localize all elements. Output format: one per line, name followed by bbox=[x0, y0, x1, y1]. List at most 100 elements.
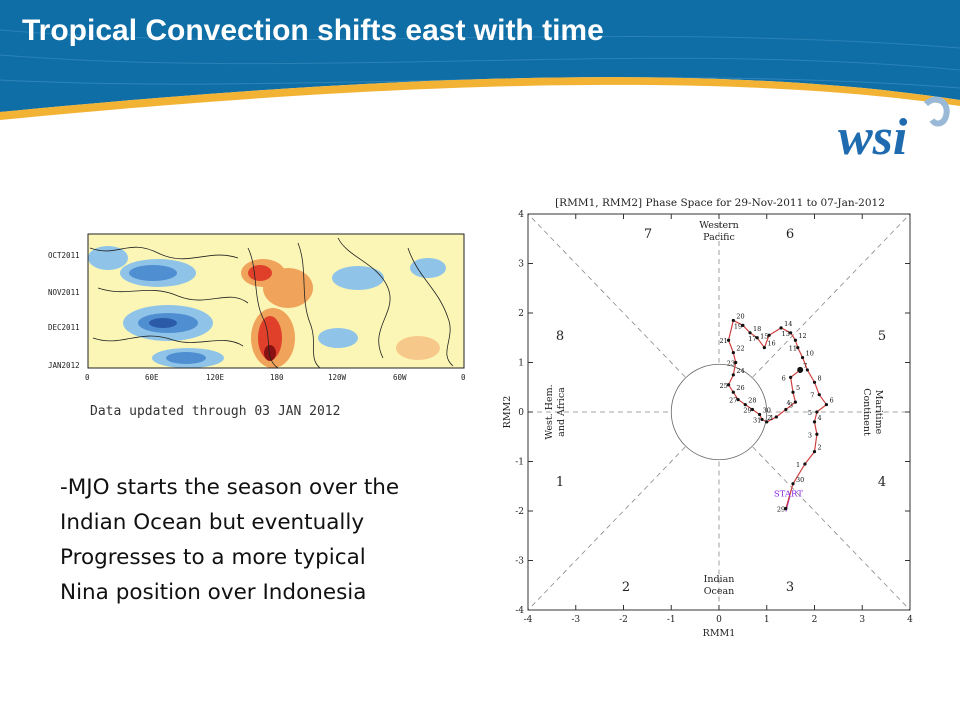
data-point-label: 11 bbox=[789, 345, 797, 353]
end-point bbox=[797, 366, 804, 373]
phase-label: 4 bbox=[878, 475, 886, 490]
data-point bbox=[765, 420, 769, 424]
data-point bbox=[726, 338, 731, 342]
data-point bbox=[757, 412, 762, 417]
header-banner bbox=[0, 0, 960, 120]
guide-line bbox=[527, 446, 686, 611]
data-point bbox=[731, 390, 735, 394]
hov-xlabel: 120E bbox=[206, 373, 225, 382]
data-point-label: 27 bbox=[729, 397, 737, 405]
data-point bbox=[815, 432, 819, 436]
y-tick-label: 1 bbox=[518, 359, 524, 369]
y-tick-label: -1 bbox=[515, 458, 524, 468]
hovmoller-caption: Data updated through 03 JAN 2012 bbox=[90, 404, 341, 419]
data-point-label: 16 bbox=[767, 340, 775, 348]
y-axis-label: RMM2 bbox=[502, 396, 513, 429]
data-point-label: 7 bbox=[803, 362, 807, 370]
logo-text: wsi bbox=[838, 109, 908, 164]
region-label-bottom: Indian bbox=[704, 574, 735, 585]
y-tick-label: 0 bbox=[518, 408, 524, 418]
data-point bbox=[731, 373, 735, 377]
data-point bbox=[793, 338, 797, 342]
x-tick-label: -1 bbox=[667, 615, 676, 625]
data-point bbox=[741, 323, 745, 327]
data-point bbox=[812, 380, 817, 384]
data-point bbox=[731, 318, 735, 323]
rmm-phase-chart: [RMM1, RMM2] Phase Space for 29-Nov-2011… bbox=[502, 197, 913, 639]
data-point-label: 24 bbox=[736, 367, 744, 375]
data-point bbox=[784, 506, 788, 511]
data-point bbox=[760, 417, 764, 422]
region-label-top: Pacific bbox=[703, 232, 735, 243]
data-point-label: 8 bbox=[818, 374, 822, 382]
x-tick-label: 2 bbox=[812, 615, 818, 625]
phase-label: 5 bbox=[878, 329, 886, 344]
data-point bbox=[815, 410, 819, 414]
data-point-label: 13 bbox=[782, 330, 790, 338]
data-point-label: 28 bbox=[748, 397, 756, 405]
hov-ylabel: JAN2012 bbox=[48, 361, 80, 370]
phase-label: 1 bbox=[556, 475, 564, 490]
data-point-label: 21 bbox=[720, 337, 728, 345]
data-point-label: 19 bbox=[734, 322, 742, 330]
data-point-label: 12 bbox=[798, 332, 806, 340]
phase-label: 8 bbox=[556, 329, 564, 344]
hov-ylabel: OCT2011 bbox=[48, 251, 80, 260]
hov-xlabel: 120W bbox=[328, 373, 347, 382]
data-point bbox=[731, 351, 735, 355]
hov-ylabel: DEC2011 bbox=[48, 323, 80, 332]
data-point bbox=[824, 402, 829, 407]
y-tick-label: 4 bbox=[518, 210, 524, 220]
data-point-label: 1 bbox=[770, 414, 774, 422]
data-point-label: 17 bbox=[748, 335, 756, 343]
y-tick-label: -3 bbox=[515, 557, 524, 567]
hov-xlabel: 0 bbox=[461, 373, 466, 382]
data-point bbox=[734, 360, 738, 365]
data-point bbox=[762, 346, 766, 350]
phase-label: 7 bbox=[644, 227, 652, 242]
data-point bbox=[774, 415, 778, 419]
phase-label: 2 bbox=[622, 580, 630, 595]
data-point bbox=[789, 375, 793, 379]
data-point-label: 2 bbox=[818, 444, 822, 452]
data-point-label: 10 bbox=[806, 350, 814, 358]
hov-xlabel: 180 bbox=[270, 373, 284, 382]
data-point-label: 3 bbox=[808, 431, 812, 439]
data-point bbox=[805, 368, 809, 372]
region-label-left: and Africa bbox=[556, 387, 567, 437]
start-label: START bbox=[774, 490, 803, 500]
x-tick-label: -4 bbox=[524, 615, 533, 625]
phase-label: 6 bbox=[786, 227, 794, 242]
header-accent-stripe bbox=[0, 77, 960, 120]
data-point bbox=[796, 346, 800, 350]
data-point bbox=[812, 450, 817, 454]
data-point bbox=[726, 383, 731, 387]
x-tick-label: 1 bbox=[764, 615, 770, 625]
data-point bbox=[755, 336, 759, 340]
data-point bbox=[793, 400, 797, 404]
hov-xlabel: 60E bbox=[145, 373, 159, 382]
hov-xlabel: 60W bbox=[393, 373, 407, 382]
guide-line bbox=[527, 213, 686, 378]
bullet-line: -MJO starts the season over the bbox=[60, 475, 400, 500]
data-point-label: 18 bbox=[753, 325, 761, 333]
data-point bbox=[767, 333, 771, 337]
region-label-left: West. Hem. bbox=[544, 384, 555, 439]
data-point bbox=[791, 390, 795, 394]
unit-circle bbox=[670, 363, 768, 461]
data-point-label: 26 bbox=[736, 384, 744, 392]
bullet-text: -MJO starts the season over the Indian O… bbox=[60, 470, 480, 610]
data-point-label: 3 bbox=[789, 402, 793, 410]
data-point-label: 7 bbox=[810, 392, 814, 400]
data-point-label: 23 bbox=[727, 360, 735, 368]
data-point-label: 30 bbox=[763, 406, 771, 414]
data-point-label: 1 bbox=[796, 461, 800, 469]
data-point bbox=[750, 407, 755, 412]
data-point-label: 25 bbox=[720, 382, 728, 390]
y-tick-label: 2 bbox=[518, 309, 524, 319]
data-point bbox=[789, 331, 793, 335]
slide-header: Tropical Convection shifts east with tim… bbox=[0, 0, 960, 122]
data-point-label: 4 bbox=[818, 414, 822, 422]
data-point-label: 29 bbox=[743, 407, 751, 415]
